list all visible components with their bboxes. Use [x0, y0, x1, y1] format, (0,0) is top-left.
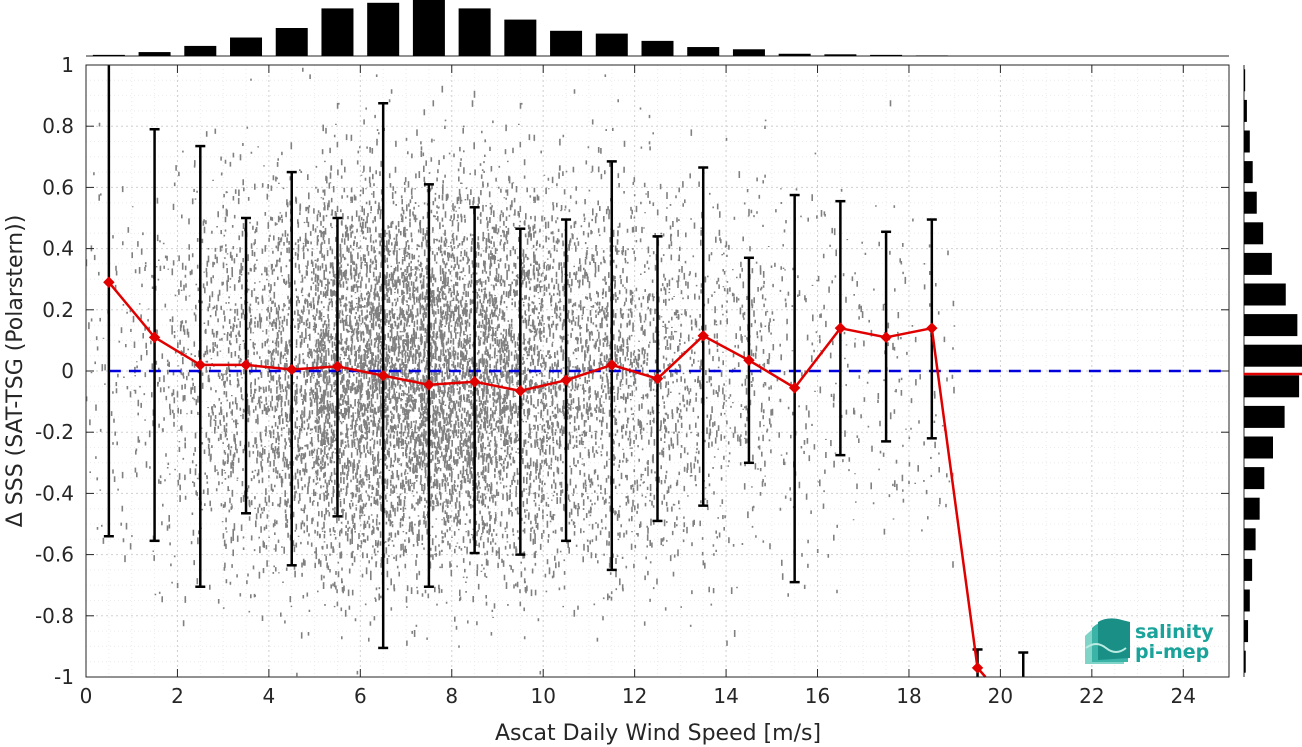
y-axis-label: Δ SSS (SAT-TSG (Polarstern)) [3, 215, 28, 528]
mean-marker [606, 359, 618, 371]
right-histogram-bar [1244, 497, 1260, 520]
x-ticks: 0 2 4 6 8 10 12 14 16 18 20 22 24 [80, 65, 1196, 708]
logo-text-line2: pi-mep [1135, 641, 1209, 663]
x-tick-label: 4 [263, 684, 276, 708]
right-histogram-bar [1244, 528, 1256, 551]
top-histogram-bar [870, 54, 903, 56]
mean-marker [651, 372, 664, 385]
top-histogram-bar [778, 53, 811, 56]
x-tick-label: 14 [713, 684, 738, 708]
top-histogram-bar [915, 55, 948, 56]
x-tick-label: 0 [80, 684, 93, 708]
scatter-points [85, 67, 956, 677]
mean-line [103, 276, 987, 678]
top-histogram-bar [732, 49, 765, 56]
right-histogram-bar [1244, 650, 1246, 673]
top-histogram-bar [184, 45, 217, 56]
top-histogram-bar [641, 40, 674, 56]
x-tick-label: 8 [445, 684, 458, 708]
mean-marker [880, 331, 892, 344]
x-tick-label: 24 [1171, 684, 1196, 708]
x-tick-label: 16 [805, 684, 830, 708]
top-histogram-bar [92, 54, 125, 56]
right-histogram-bar [1244, 558, 1253, 581]
y-tick-label: 0 [61, 359, 74, 383]
top-histogram-bar [230, 37, 263, 56]
x-tick-label: 20 [988, 684, 1013, 708]
right-histogram-bar [1244, 69, 1246, 92]
right-histogram-bar [1244, 130, 1250, 153]
right-histogram-bar [1244, 344, 1302, 367]
x-tick-label: 2 [171, 684, 184, 708]
y-tick-label: 0.8 [42, 114, 74, 138]
right-histogram-bar [1244, 222, 1264, 245]
y-tick-label: -0.6 [35, 543, 74, 567]
mean-marker [331, 360, 344, 373]
top-histogram-bar [504, 19, 537, 57]
top-histogram-bar [412, 0, 445, 56]
mean-marker [468, 376, 481, 388]
right-histogram-bar [1244, 589, 1250, 612]
mean-marker [103, 276, 115, 288]
top-histogram-bar [138, 52, 171, 56]
right-histogram-bar [1244, 314, 1298, 337]
logo-text-line1: salinity [1135, 621, 1214, 643]
top-histogram-bar [824, 54, 857, 56]
right-histogram-bar [1244, 161, 1253, 184]
mean-marker [971, 662, 984, 674]
top-histogram-bar [550, 30, 583, 56]
y-tick-label: 0.2 [42, 298, 74, 322]
top-histogram-bar [687, 47, 720, 56]
y-tick-label: 0.6 [42, 175, 74, 199]
right-histogram [1243, 65, 1302, 677]
mean-marker [697, 330, 709, 342]
y-tick-label: 0.4 [42, 237, 74, 261]
mean-marker [743, 354, 755, 366]
right-histogram-bar [1244, 436, 1273, 459]
x-axis-label: Ascat Daily Wind Speed [m/s] [495, 721, 821, 746]
mean-marker [560, 374, 572, 386]
right-histogram-bar [1244, 375, 1300, 398]
top-histogram [86, 0, 1229, 57]
x-tick-label: 18 [896, 684, 921, 708]
right-histogram-bar [1244, 620, 1249, 643]
mean-marker [286, 363, 298, 376]
mean-marker [194, 359, 207, 371]
y-ticks: -1 -0.8 -0.6 -0.4 -0.2 0 0.2 0.4 0.6 0.8 1 [35, 53, 1229, 689]
top-histogram-bar [321, 8, 354, 56]
x-tick-label: 6 [354, 684, 367, 708]
right-histogram-bar [1244, 99, 1247, 122]
x-tick-label: 22 [1079, 684, 1104, 708]
mean-marker [377, 369, 389, 382]
top-histogram-bar [458, 8, 491, 56]
top-histogram-bar [275, 28, 308, 56]
right-histogram-bar [1244, 405, 1285, 428]
right-histogram-bar [1244, 252, 1272, 275]
mean-marker [148, 331, 161, 344]
x-tick-label: 10 [530, 684, 555, 708]
top-histogram-bar [367, 2, 400, 57]
right-histogram-bar [1244, 467, 1265, 490]
top-histogram-bar [595, 33, 628, 56]
y-tick-label: -0.8 [35, 604, 74, 628]
wave-logo-icon [1085, 618, 1130, 664]
salinity-pi-mep-logo: salinity pi-mep [1085, 618, 1214, 664]
x-tick-label: 12 [622, 684, 647, 708]
mean-marker [788, 382, 801, 394]
scatter-cloud [85, 67, 956, 677]
right-histogram-bar [1244, 283, 1286, 306]
y-tick-label: -0.4 [35, 481, 74, 505]
y-tick-label: -0.2 [35, 420, 74, 444]
mean-marker [514, 385, 527, 397]
mean-marker [926, 322, 938, 334]
y-tick-label: -1 [54, 665, 74, 689]
mean-marker [240, 359, 252, 371]
mean-marker [423, 379, 435, 391]
right-histogram-bar [1244, 191, 1257, 214]
y-tick-label: 1 [61, 53, 74, 77]
mean-marker [834, 322, 847, 334]
